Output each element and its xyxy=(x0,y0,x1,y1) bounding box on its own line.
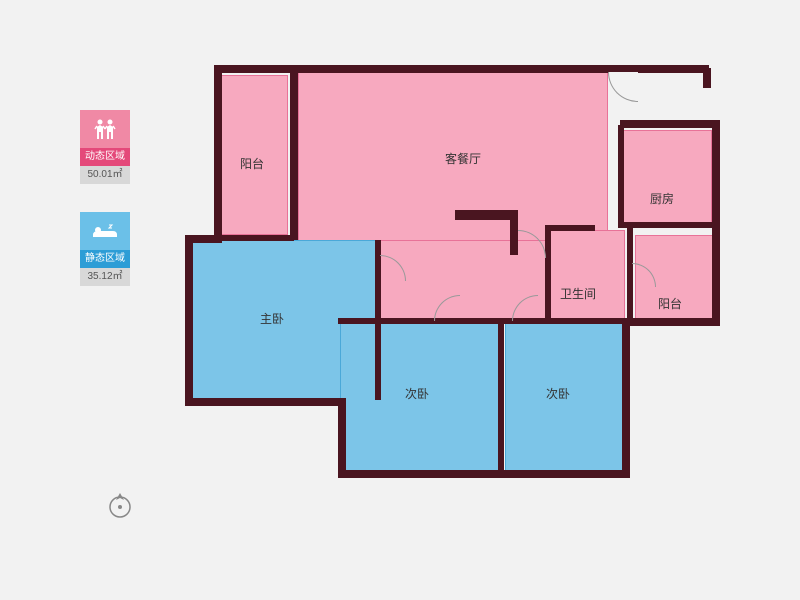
wall xyxy=(338,318,378,324)
room-label: 厨房 xyxy=(650,190,674,207)
wall xyxy=(545,225,595,231)
wall xyxy=(185,398,343,406)
wall xyxy=(290,70,298,240)
room-label: 阳台 xyxy=(658,295,682,312)
legend-dynamic: 动态区域 50.01㎡ xyxy=(80,110,135,184)
room-bathroom xyxy=(550,230,625,320)
room-label: 次卧 xyxy=(405,385,429,402)
floorplan: 阳台客餐厅厨房卫生间阳台主卧次卧次卧 xyxy=(190,60,750,560)
room-label: 主卧 xyxy=(260,310,284,327)
wall xyxy=(510,210,518,255)
wall xyxy=(703,68,711,88)
wall xyxy=(338,470,630,478)
wall xyxy=(620,120,718,128)
room-kitchen xyxy=(622,130,712,225)
legend-static-value: 35.12㎡ xyxy=(80,268,130,286)
wall xyxy=(545,225,551,323)
wall xyxy=(214,65,222,240)
wall xyxy=(498,322,504,474)
legend-dynamic-value: 50.01㎡ xyxy=(80,166,130,184)
room-label: 卫生间 xyxy=(560,285,596,302)
legend-static-label: 静态区域 xyxy=(80,250,130,268)
legend-static: 静态区域 35.12㎡ xyxy=(80,212,135,286)
wall xyxy=(455,210,517,220)
wall xyxy=(622,318,720,326)
legend-panel: 动态区域 50.01㎡ 静态区域 35.12㎡ xyxy=(80,110,135,314)
room-label: 客餐厅 xyxy=(445,150,481,167)
wall xyxy=(712,120,720,324)
room-label: 阳台 xyxy=(240,155,264,172)
sleep-icon xyxy=(80,212,130,250)
wall xyxy=(622,318,630,476)
wall xyxy=(185,235,193,405)
wall xyxy=(338,398,346,476)
wall xyxy=(214,235,294,241)
legend-dynamic-label: 动态区域 xyxy=(80,148,130,166)
room-label: 次卧 xyxy=(546,385,570,402)
compass-icon xyxy=(105,490,135,525)
door-icon xyxy=(608,72,638,102)
people-icon xyxy=(80,110,130,148)
wall xyxy=(618,125,624,225)
